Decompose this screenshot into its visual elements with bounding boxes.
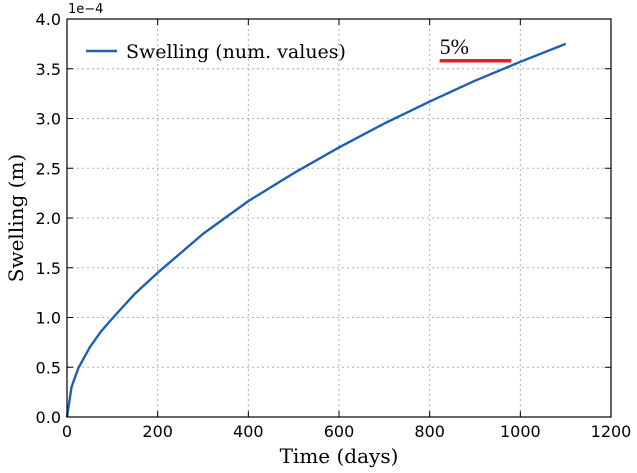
annotation-label: 5%: [440, 34, 469, 59]
y-tick-label: 0.0: [36, 408, 61, 427]
x-tick-label: 1000: [500, 422, 541, 441]
y-tick-label: 3.5: [36, 60, 61, 79]
grid-lines: [67, 19, 611, 417]
x-tick-label: 1200: [591, 422, 632, 441]
y-tick-label: 2.0: [36, 209, 61, 228]
series-line: [65, 42, 567, 418]
x-tick-label: 400: [233, 422, 264, 441]
legend: Swelling (num. values): [86, 41, 346, 63]
y-tick-label: 4.0: [36, 10, 61, 29]
x-axis-title: Time (days): [280, 444, 399, 468]
x-tick-label: 0: [62, 422, 72, 441]
annotation: 5%: [439, 34, 512, 63]
x-tick-label: 200: [142, 422, 173, 441]
y-tick-label: 1.0: [36, 309, 61, 328]
x-axis: 0 200 400 600 800 1000 1200: [62, 19, 631, 441]
y-axis-title: Swelling (m): [4, 154, 28, 282]
y-tick-label: 1.5: [36, 259, 61, 278]
legend-entry-label: Swelling (num. values): [126, 41, 346, 63]
x-tick-label: 800: [414, 422, 445, 441]
y-tick-label: 0.5: [36, 358, 61, 377]
y-offset-label: 1e−4: [68, 2, 103, 17]
y-tick-label: 2.5: [36, 159, 61, 178]
y-tick-label: 3.0: [36, 110, 61, 129]
x-tick-label: 600: [324, 422, 355, 441]
y-axis: 0.0 0.5 1.0 1.5 2.0 2.5 3.0 3.5 4.0: [36, 10, 611, 427]
data-series: [65, 42, 567, 418]
